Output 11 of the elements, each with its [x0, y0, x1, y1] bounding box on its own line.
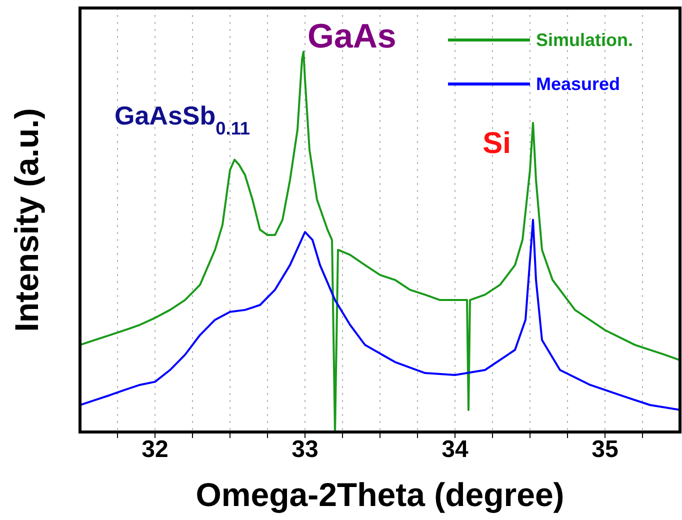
y-axis-title: Intensity (a.u.): [8, 108, 45, 332]
x-axis-title: Omega-2Theta (degree): [196, 476, 564, 513]
x-tick-label: 34: [442, 436, 469, 464]
annotation: GaAs: [308, 18, 396, 56]
legend-label: Measured: [536, 74, 620, 94]
annotation: Si: [482, 126, 511, 160]
annotation: GaAsSb$_{0.11}$: [114, 100, 250, 139]
legend-label: Simulation.: [536, 30, 634, 50]
x-tick-label: 33: [292, 436, 318, 464]
x-tick-label: 32: [142, 436, 168, 464]
x-tick-label: 35: [592, 436, 618, 464]
